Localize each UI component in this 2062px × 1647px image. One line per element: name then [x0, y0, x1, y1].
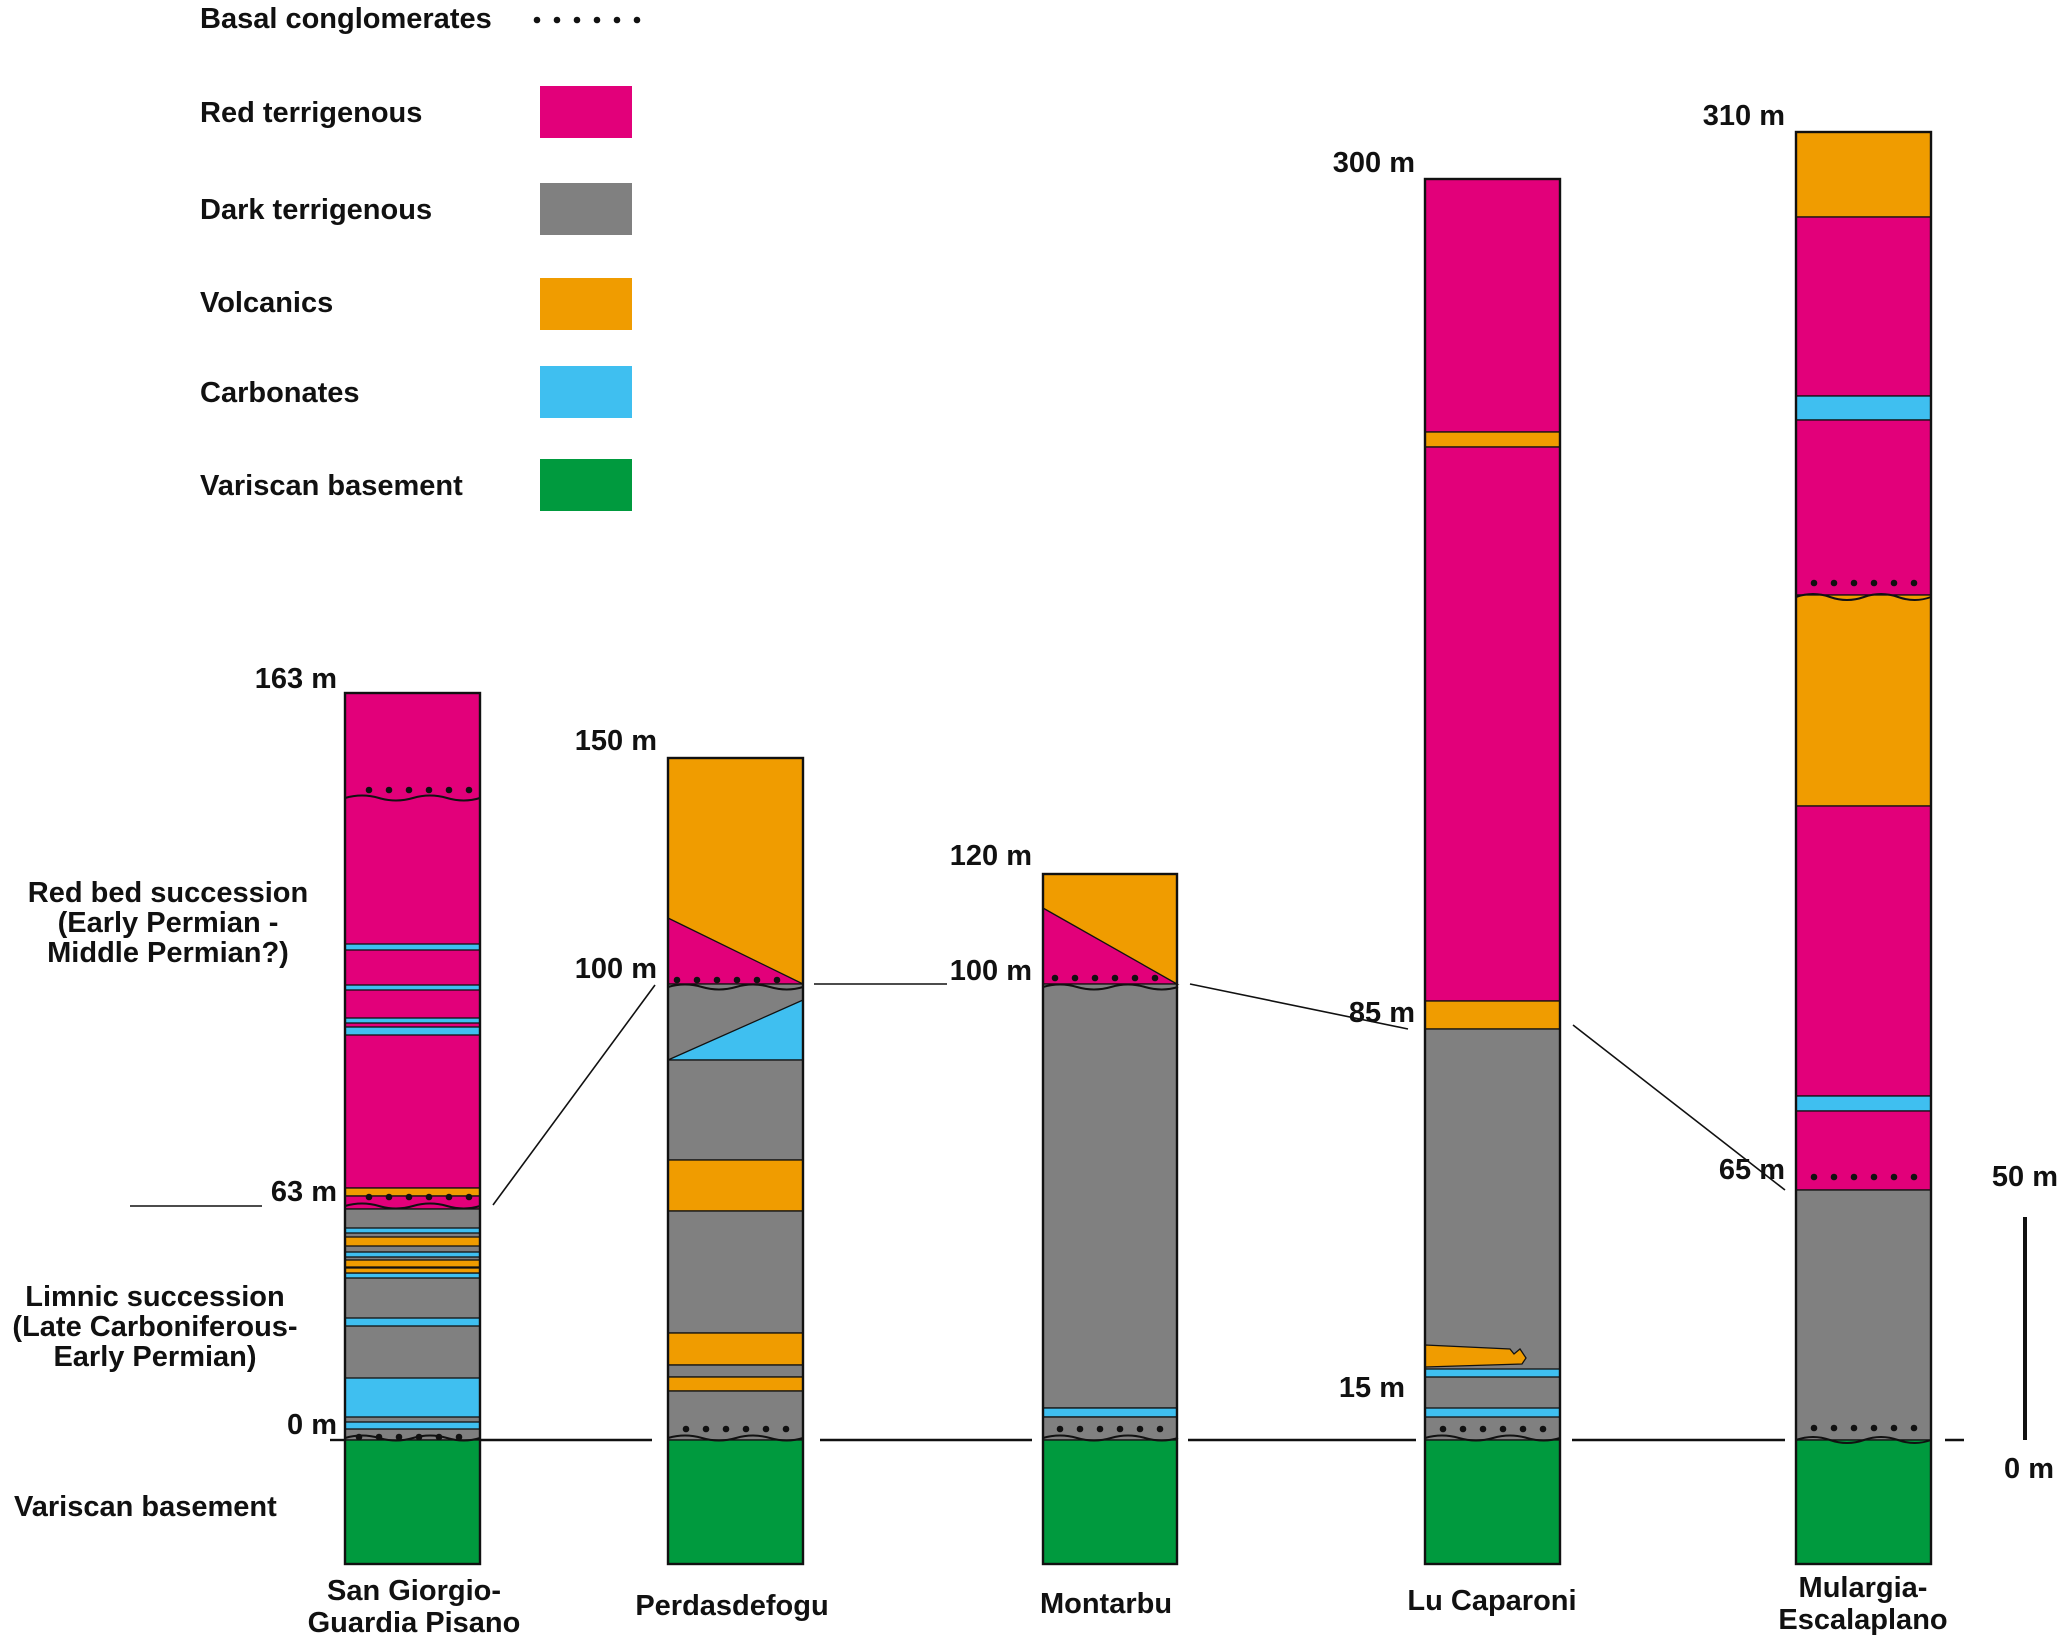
correlation-line-3-4	[1189, 983, 1409, 1030]
lu-caparoni-name: Lu Caparoni	[1407, 1585, 1576, 1617]
correlation-line-1-2	[492, 984, 656, 1206]
legend-label-carbonates: Carbonates	[200, 377, 360, 409]
red-bed-label-line3: Middle Permian?)	[47, 937, 289, 969]
mulargia-65m-label: 65 m	[1719, 1154, 1785, 1186]
legend-label-red: Red terrigenous	[200, 97, 422, 129]
correlation-line-4-5	[1572, 1024, 1786, 1191]
san-giorgio-carbonate-beds	[344, 943, 481, 1430]
correlation-lines	[130, 983, 1786, 1207]
basement-side-label: Variscan basement	[14, 1491, 277, 1523]
san-giorgio-top-label: 163 m	[255, 663, 337, 695]
mulargia-name-line2: Escalaplano	[1778, 1604, 1947, 1636]
legend-label-basement: Variscan basement	[200, 470, 463, 502]
legend-swatch-red	[540, 86, 632, 138]
legend-conglomerate-dots	[533, 16, 641, 24]
san-giorgio-name-line2: Guardia Pisano	[308, 1607, 521, 1639]
red-bed-label-line2: (Early Permian -	[58, 907, 279, 939]
perdasdefogu-100m-label: 100 m	[575, 953, 657, 985]
montarbu-name: Montarbu	[1040, 1588, 1172, 1620]
san-giorgio-conglomerate-dots	[355, 786, 473, 1441]
mulargia-top-label: 310 m	[1703, 100, 1785, 132]
mulargia-conglomerate-dots	[1810, 579, 1918, 1432]
lu-caparoni-15m-label: 15 m	[1339, 1372, 1405, 1404]
montarbu-conglomerate-dots	[1051, 974, 1164, 1433]
column-lu-caparoni: 300 m 85 m 15 m Lu Caparoni	[1333, 147, 1577, 1617]
san-giorgio-0m-label: 0 m	[287, 1409, 337, 1441]
legend-swatch-carbonates	[540, 366, 632, 418]
mulargia-name-line1: Mulargia-	[1799, 1572, 1928, 1604]
perdasdefogu-top-label: 150 m	[575, 725, 657, 757]
column-san-giorgio: 163 m 63 m 0 m San Giorgio- Guardia Pisa…	[255, 663, 521, 1639]
column-mulargia: 310 m 65 m Mulargia- Escalaplano	[1703, 100, 1948, 1636]
lu-caparoni-top-label: 300 m	[1333, 147, 1415, 179]
limnic-label-line3: Early Permian)	[53, 1341, 256, 1373]
legend-swatch-dark	[540, 183, 632, 235]
legend-label-dark: Dark terrigenous	[200, 194, 432, 226]
column-perdasdefogu: 150 m 100 m Perdasdefogu	[575, 725, 829, 1622]
column-montarbu: 120 m 100 m Montarbu	[950, 840, 1180, 1620]
legend-label-volcanics: Volcanics	[200, 287, 333, 319]
legend-swatch-basement	[540, 459, 632, 511]
montarbu-100m-label: 100 m	[950, 955, 1032, 987]
san-giorgio-63m-label: 63 m	[271, 1176, 337, 1208]
limnic-label-line2: (Late Carboniferous-	[12, 1311, 297, 1343]
legend-swatch-volcanics	[540, 278, 632, 330]
legend-label-conglomerates: Basal conglomerates	[200, 3, 492, 35]
scale-bar-top-label: 50 m	[1992, 1161, 2058, 1193]
scale-bar: 50 m 0 m	[1992, 1161, 2058, 1485]
legend: Basal conglomerates Red terrigenous Dark…	[200, 3, 641, 511]
perdasdefogu-name: Perdasdefogu	[635, 1590, 828, 1622]
side-labels: Red bed succession (Early Permian - Midd…	[12, 877, 308, 1523]
lu-caparoni-85m-label: 85 m	[1349, 997, 1415, 1029]
montarbu-top-label: 120 m	[950, 840, 1032, 872]
limnic-label-line1: Limnic succession	[25, 1281, 285, 1313]
san-giorgio-name-line1: San Giorgio-	[327, 1575, 501, 1607]
perdasdefogu-conglomerate-dots	[673, 976, 790, 1433]
scale-bar-bottom-label: 0 m	[2004, 1453, 2054, 1485]
red-bed-label-line1: Red bed succession	[28, 877, 308, 909]
lu-caparoni-conglomerate-dots	[1439, 1425, 1547, 1433]
